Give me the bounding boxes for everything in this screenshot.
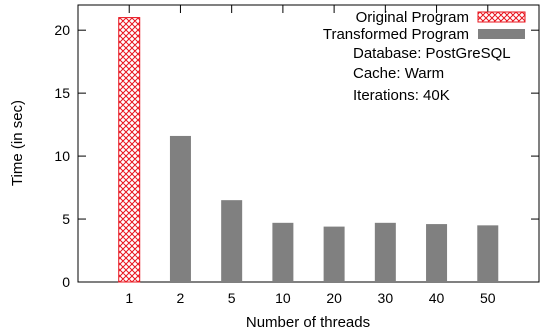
plot-frame: [77, 4, 540, 283]
y-axis: 0 5 10 15 20: [54, 22, 539, 290]
annotations: Database: PostGreSQL Cache: Warm Iterati…: [353, 45, 511, 104]
legend-swatch-original: [477, 11, 526, 23]
x-tick-label: 1: [125, 290, 133, 306]
x-tick-label: 40: [429, 290, 445, 306]
annotation-database: Database: PostGreSQL: [353, 45, 511, 62]
legend: Original Program Transformed Program: [323, 9, 526, 43]
bar-original-1: [118, 17, 141, 283]
bar-transformed-30: [374, 222, 396, 282]
annotation-cache: Cache: Warm: [353, 65, 444, 82]
x-tick-label: 30: [378, 290, 394, 306]
x-axis-label: Number of threads: [246, 314, 370, 331]
y-axis-label: Time (in sec): [9, 100, 26, 186]
x-tick-label: 10: [275, 290, 291, 306]
x-tick-label: 5: [228, 290, 236, 306]
y-tick-label: 5: [62, 211, 70, 227]
x-tick-label: 20: [326, 290, 342, 306]
legend-label-original: Original Program: [356, 9, 469, 26]
bar-transformed-50: [477, 225, 499, 282]
bar-transformed-5: [221, 200, 243, 282]
bar-transformed-2: [169, 135, 191, 282]
legend-label-transformed: Transformed Program: [323, 26, 469, 43]
bar-transformed-40: [426, 224, 448, 282]
bar-transformed-20: [323, 226, 345, 282]
y-tick-label: 15: [54, 85, 70, 101]
y-tick-label: 0: [62, 274, 70, 290]
x-tick-label: 50: [480, 290, 496, 306]
x-axis: 1 2 5 10 20 30 40 50: [125, 5, 496, 306]
y-tick-label: 10: [54, 148, 70, 164]
x-tick-label: 2: [177, 290, 185, 306]
annotation-iterations: Iterations: 40K: [353, 87, 450, 104]
legend-swatch-transformed: [478, 29, 525, 39]
y-tick-label: 20: [54, 22, 70, 38]
bars: [118, 17, 499, 283]
bar-transformed-10: [272, 222, 294, 282]
